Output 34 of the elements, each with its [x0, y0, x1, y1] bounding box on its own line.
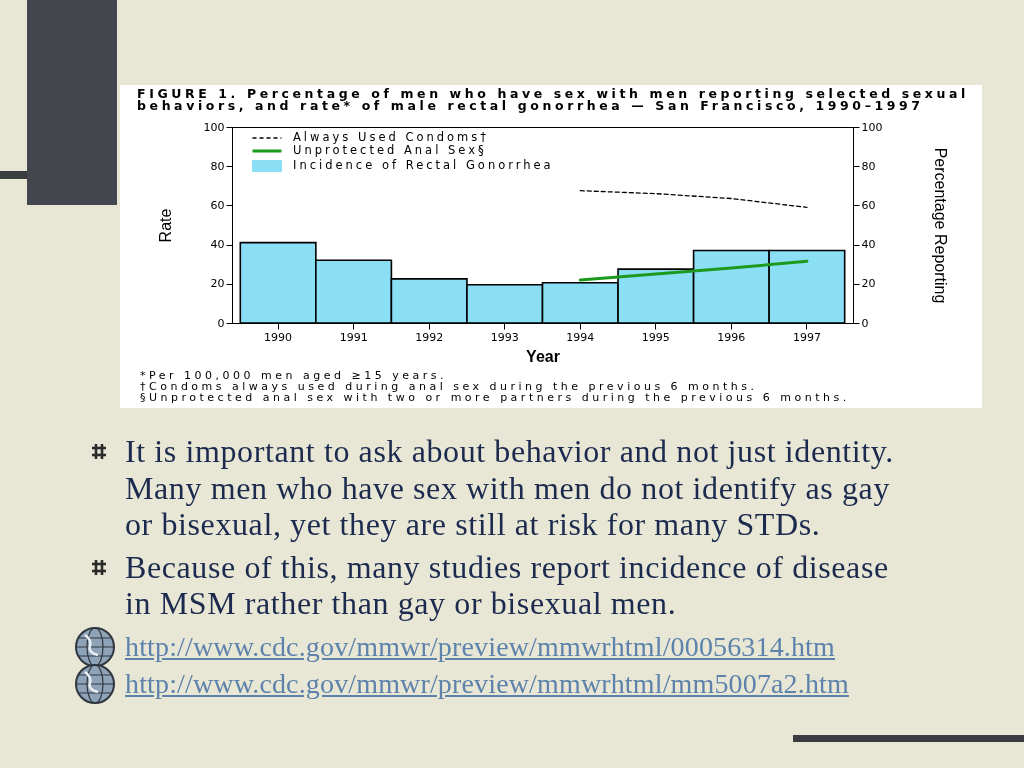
x-tick-label: 1990 — [264, 330, 293, 344]
x-tick-label: 1991 — [339, 330, 368, 344]
y-tick-label: 0 — [217, 316, 225, 330]
x-tick-label: 1996 — [717, 330, 746, 344]
line-series — [578, 259, 809, 282]
x-tick-label: 1994 — [566, 330, 595, 344]
y-tick-label: 100 — [203, 120, 225, 134]
y2-tick-label: 40 — [861, 238, 876, 252]
y-axis-title: Rate — [156, 208, 174, 243]
x-tick-label: 1993 — [490, 330, 519, 344]
y2-tick-label: 20 — [861, 277, 876, 291]
x-axis-title: Year — [526, 347, 560, 365]
text: http://www.cdc.gov/mmwr/preview/mmwrhtml/mm5007a2.htm — [125, 668, 849, 699]
line-series — [579, 190, 808, 209]
text: It is important to ask about behavior and not just identity. Many men who have sex with men do not identify as gay or bisexual, yet they are still at risk for many STDs. — [125, 433, 894, 542]
legend-label: Always Used Condoms† — [293, 130, 490, 144]
x-tick-label: 1992 — [415, 330, 444, 344]
x-tick-label: 1997 — [792, 330, 821, 344]
text: http://www.cdc.gov/mmwr/preview/mmwrhtml/00056314.htm — [125, 631, 835, 662]
y-tick-label: 80 — [210, 159, 225, 173]
y-tick-label: 40 — [210, 238, 225, 252]
y2-tick-label: 80 — [861, 159, 876, 173]
y2-tick-label: 0 — [861, 316, 869, 330]
y2-tick-label: 60 — [861, 198, 876, 212]
x-tick-label: 1995 — [641, 330, 670, 344]
y-tick-label: 20 — [210, 277, 225, 291]
y2-axis-title: Percentage Reporting — [932, 147, 950, 304]
chart-title: FIGURE 1. Percentage of men who have sex with men reporting selected sexual behaviors, and rate* of male rectal gonorrhea — San Francisco, 1990–1997 — [137, 86, 970, 113]
legend-label: Incidence of Rectal Gonorrhea — [293, 158, 554, 172]
y-tick-label: 60 — [210, 198, 225, 212]
text: *Per 100,000 men aged ≥15 years. — [140, 369, 448, 382]
y2-tick-label: 100 — [861, 120, 883, 134]
legend-label: Unprotected Anal Sex§ — [293, 143, 487, 157]
text: Because of this, many studies report incidence of disease in MSM rather than gay or bisexual men. — [125, 548, 889, 621]
